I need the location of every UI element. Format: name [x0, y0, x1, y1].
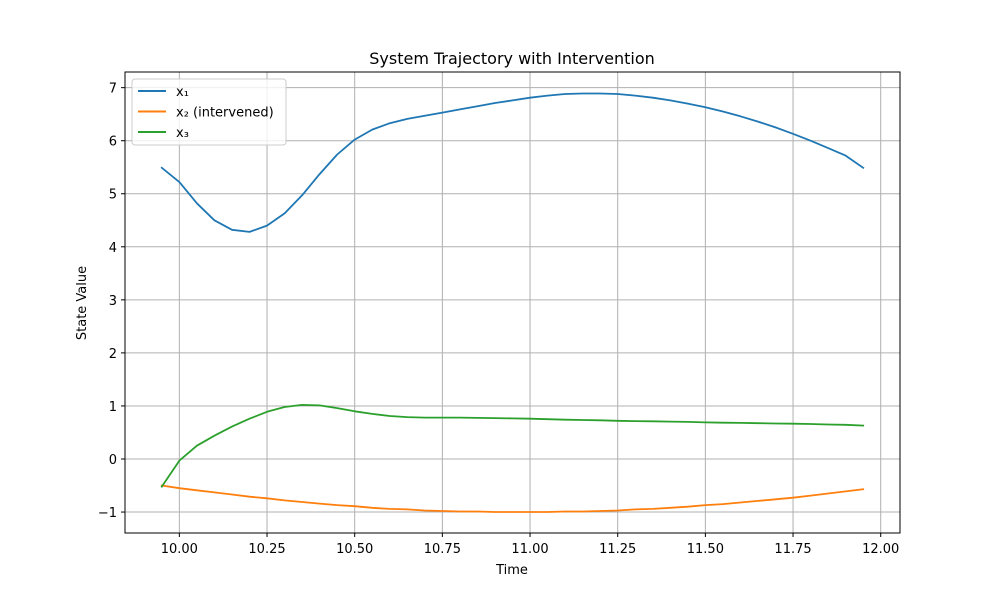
- x-axis-ticks: 10.00 10.25 10.50 10.75 11.00 11.25 11.50 11.75…: [161, 533, 899, 557]
- x-tick-label: 11.50: [687, 542, 724, 557]
- y-tick-label: 1: [109, 400, 117, 415]
- legend-label-2: x₂ (intervened): [176, 106, 274, 121]
- series-line-2: [160, 484, 865, 513]
- y-tick-label: −1: [98, 506, 117, 521]
- y-tick-label: 6: [109, 135, 117, 150]
- x-tick-label: 11.00: [511, 542, 548, 557]
- y-tick-label: 4: [109, 241, 117, 256]
- series-lines: [160, 92, 865, 513]
- x-tick-label: 10.00: [161, 542, 198, 557]
- x-axis-label: Time: [495, 563, 528, 578]
- y-axis-ticks: −1 0 1 2 3 4 5 6 7: [98, 82, 125, 521]
- y-tick-label: 3: [109, 294, 117, 309]
- series-line-3: [160, 403, 865, 488]
- legend-label-1: x₁: [176, 85, 189, 100]
- y-tick-label: 7: [109, 82, 117, 97]
- y-tick-label: 2: [109, 347, 117, 362]
- x-tick-label: 10.25: [248, 542, 285, 557]
- plot-frame: [124, 71, 901, 534]
- series-line-1: [160, 92, 865, 233]
- x-tick-label: 10.50: [336, 542, 373, 557]
- x-tick-label: 11.75: [774, 542, 811, 557]
- x-tick-label: 12.00: [862, 542, 899, 557]
- y-tick-label: 0: [109, 453, 117, 468]
- legend-box: [131, 78, 287, 146]
- legend-label-3: x₃: [176, 126, 189, 141]
- x-tick-label: 11.25: [599, 542, 636, 557]
- y-tick-label: 5: [109, 188, 117, 203]
- y-axis-label: State Value: [75, 266, 90, 340]
- x-tick-label: 10.75: [424, 542, 461, 557]
- legend: x₁ x₂ (intervened) x₃: [131, 78, 287, 146]
- chart-title: System Trajectory with Intervention: [369, 49, 655, 68]
- grid: [125, 72, 900, 533]
